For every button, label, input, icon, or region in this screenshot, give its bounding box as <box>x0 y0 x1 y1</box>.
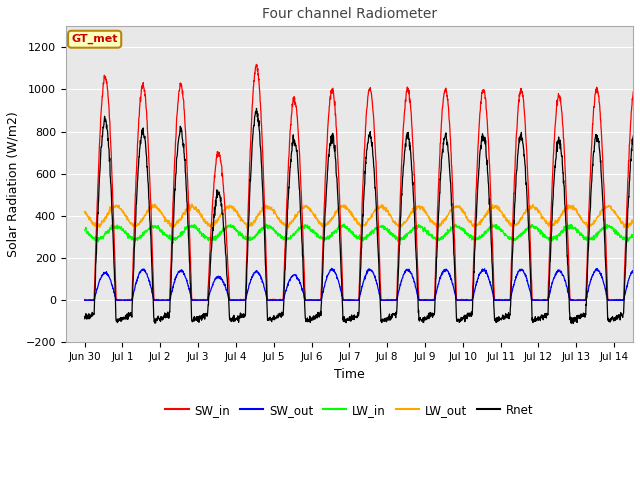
Title: Four channel Radiometer: Four channel Radiometer <box>262 7 437 21</box>
Y-axis label: Solar Radiation (W/m2): Solar Radiation (W/m2) <box>7 111 20 257</box>
Text: GT_met: GT_met <box>72 34 118 44</box>
X-axis label: Time: Time <box>334 368 365 381</box>
Legend: SW_in, SW_out, LW_in, LW_out, Rnet: SW_in, SW_out, LW_in, LW_out, Rnet <box>160 399 539 421</box>
